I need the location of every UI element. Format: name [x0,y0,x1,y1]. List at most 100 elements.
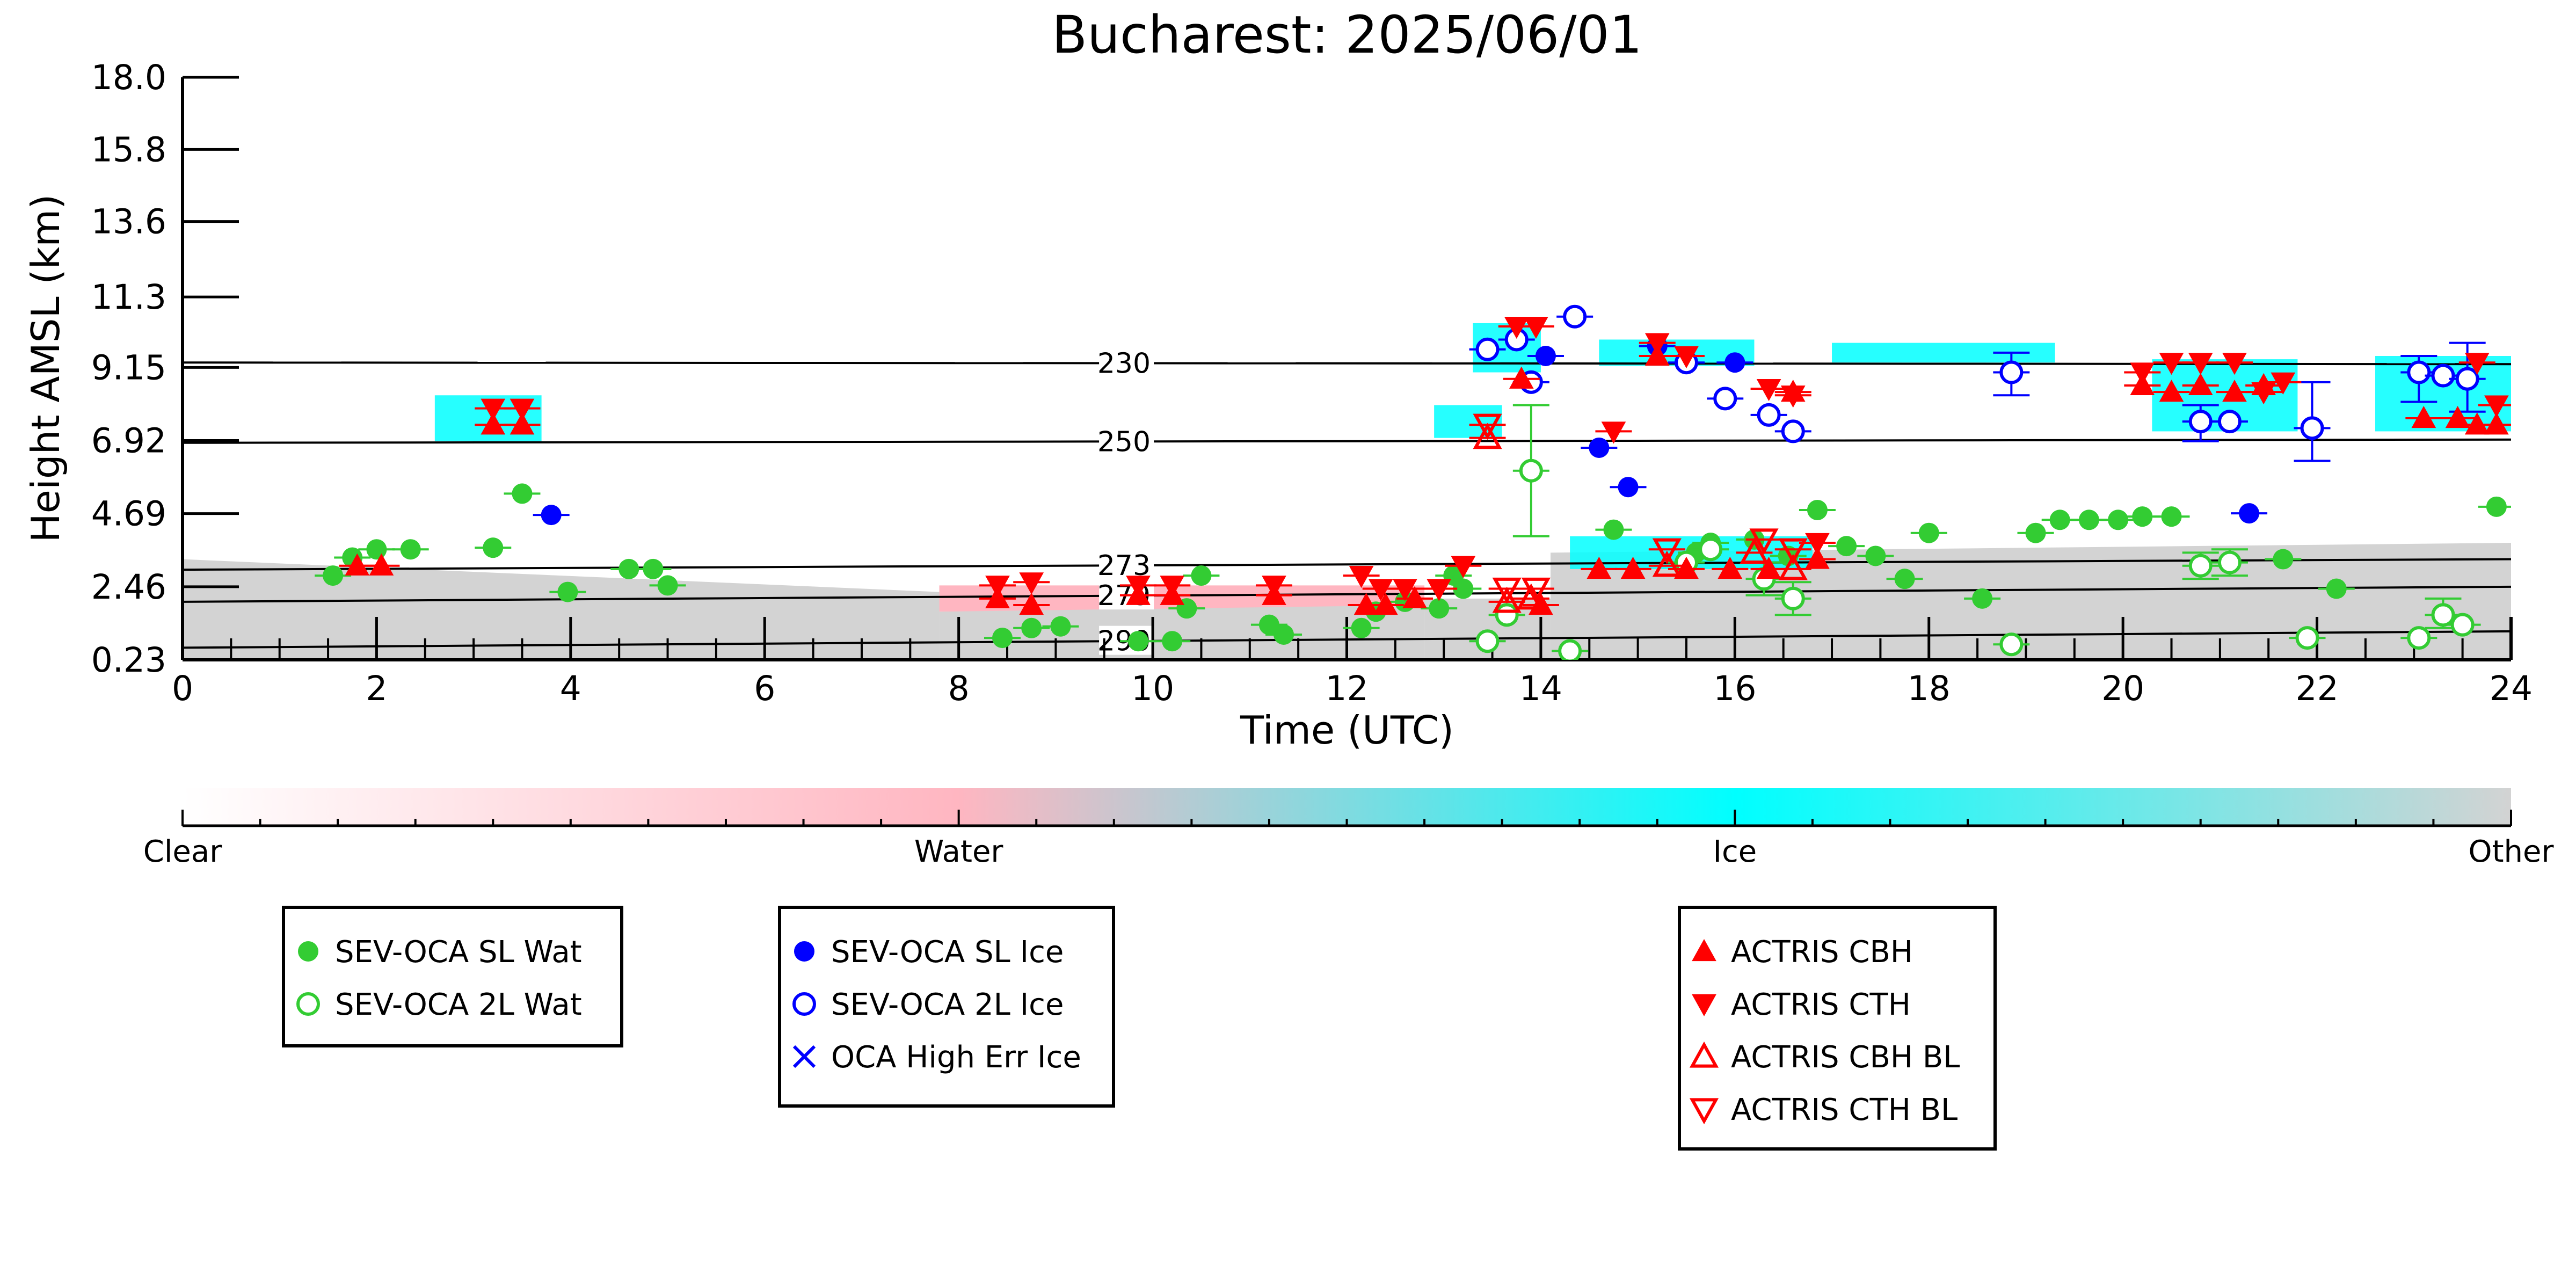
point-sev-oca-sl-wat [1274,624,1294,645]
colorbar-gradient [183,788,2511,825]
point-actris-cth [1262,576,1286,598]
legend-frame [778,906,1115,1108]
legend-label-oca-high-err-ice: OCA High Err Ice [831,1040,1081,1075]
point-sev-oca-2l-ice [2217,410,2242,434]
point-sev-oca-2l-wat [2295,626,2319,650]
point-sev-oca-sl-wat [2161,506,2182,527]
point-actris-cth [2222,353,2247,375]
y-tick-label: 6.92 [91,421,166,461]
point-sev-oca-2l-wat [1495,603,1519,627]
point-actris-cth-bl [1473,413,1502,440]
colorbar-label-ice: Ice [1713,834,1757,869]
isotherm-label-bg [1099,348,1154,377]
point-sev-oca-2l-ice [1475,337,1500,361]
point-actris-cth [481,398,506,421]
chart-title: Bucharest: 2025/06/01 [1052,5,1642,65]
point-actris-cth-bl [1778,538,1808,565]
point-sev-oca-sl-wat [2486,496,2507,517]
point-sev-oca-sl-wat [657,575,678,596]
point-actris-cth-bl [1521,577,1551,604]
point-sev-oca-sl-ice [1618,477,1639,498]
legend-frame [1678,906,1997,1151]
legend-label-actris-cbh-bl: ACTRIS CBH BL [1731,1040,1960,1075]
point-sev-oca-2l-wat [2407,626,2431,650]
point-sev-oca-2l-wat [2431,603,2455,627]
point-sev-oca-sl-wat [2273,549,2294,570]
point-sev-oca-sl-wat [1972,588,1993,609]
point-sev-oca-sl-wat [1603,519,1624,540]
point-actris-cth [1368,579,1393,601]
point-actris-cbh-bl [1778,554,1808,580]
legend-marker-actris-cbh [1692,938,1716,962]
legend-label-actris-cth: ACTRIS CTH [1731,987,1911,1022]
point-sev-oca-sl-ice [2239,503,2260,524]
point-actris-cbh [1805,547,1830,569]
point-sev-oca-sl-wat [323,565,344,586]
y-tick-label: 2.46 [91,567,166,607]
point-actris-cbh [1019,593,1044,615]
point-sev-oca-2l-wat [1475,629,1500,653]
point-sev-oca-sl-wat [1162,631,1183,652]
point-actris-cth-bl [1652,538,1682,565]
x-tick-label: 20 [2101,669,2144,708]
point-actris-cth-bl [1492,577,1522,604]
isotherm-label-230: 230 [1097,347,1151,380]
point-actris-cth [1674,346,1699,369]
point-sev-oca-sl-wat [1191,565,1212,586]
colorbar-labels: Clear Water Ice Other [143,834,2555,869]
point-actris-cth [1504,316,1529,339]
point-sev-oca-sl-ice [1589,437,1610,458]
colorbar-label-other: Other [2468,834,2554,869]
point-actris-cbh [481,412,506,435]
y-tick-label: 15.8 [91,130,166,169]
point-sev-oca-sl-ice [1724,352,1745,373]
point-actris-cth [1805,533,1830,556]
point-actris-cth [2271,372,2296,395]
point-actris-cbh [2188,373,2213,396]
point-actris-cbh [2222,380,2247,402]
point-sev-oca-2l-ice [2407,360,2431,384]
y-tick-label: 0.23 [91,641,166,680]
legend-label-sev-oca-2l-ice: SEV-OCA 2L Ice [831,987,1064,1022]
point-sev-oca-2l-ice [1999,360,2024,384]
point-actris-cth [1756,379,1781,402]
legend-frame [282,906,623,1047]
x-axis-label: Time (UTC) [1240,708,1454,753]
point-actris-cth [1601,421,1626,444]
point-actris-cth [1019,572,1044,595]
point-actris-cbh [1402,586,1427,608]
point-actris-cth [510,398,535,421]
x-tick-label: 8 [948,669,970,708]
point-sev-oca-sl-wat [2025,522,2046,543]
colorbar-label-clear: Clear [143,834,222,869]
point-actris-cth [985,576,1010,598]
point-actris-cth [2464,353,2490,375]
point-sev-oca-2l-ice [2431,363,2455,388]
point-sev-oca-2l-ice [2188,410,2213,434]
x-tick-label: 0 [172,669,193,708]
background-region-other [183,559,940,660]
legend-marker-sev-oca-sl-ice [794,941,814,962]
point-sev-oca-2l-ice [1713,387,1737,411]
background-region-water [939,585,1425,612]
legend-label-actris-cth-bl: ACTRIS CTH BL [1731,1093,1958,1127]
point-actris-cbh [2464,412,2490,435]
isotherm-label-bg [1099,550,1154,579]
point-sev-oca-sl-wat [2326,578,2347,599]
point-sev-oca-2l-wat [1999,632,2024,657]
point-actris-cth [1644,333,1670,355]
point-actris-cth-bl [1749,528,1779,555]
y-tick-label: 13.6 [91,202,166,242]
point-sev-oca-sl-wat [992,628,1013,649]
legend-3: ACTRIS CBH ACTRIS CTH ACTRIS CBH BL ACTRIS … [1678,906,1997,1151]
point-actris-cth [2484,395,2509,418]
point-actris-cbh [2484,412,2509,435]
point-actris-cbh [2411,405,2436,428]
point-actris-cbh [1373,593,1398,615]
point-sev-oca-sl-ice [541,505,562,526]
point-sev-oca-sl-wat [643,558,664,579]
y-tick-label: 11.3 [91,278,166,317]
legend-label-actris-cbh: ACTRIS CBH [1731,935,1913,970]
point-sev-oca-2l-wat [2217,550,2242,574]
